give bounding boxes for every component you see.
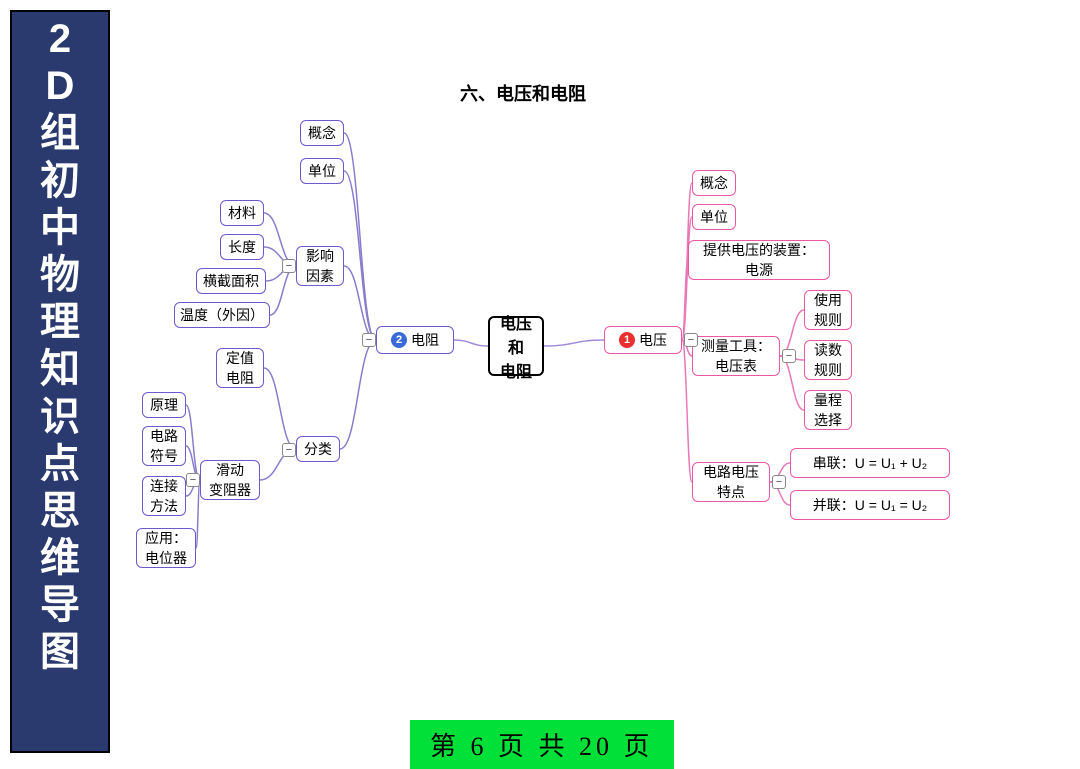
sidebar-char: 物 (40, 252, 80, 299)
sidebar-char: 初 (40, 158, 80, 205)
sidebar-char: D (46, 63, 75, 110)
node-f_material[interactable]: 材料 (220, 200, 264, 226)
node-label: 横截面积 (203, 271, 259, 291)
collapse-toggle[interactable]: − (772, 475, 786, 489)
node-v_source[interactable]: 提供电压的装置： 电源 (688, 240, 830, 280)
node-label: 单位 (308, 161, 336, 181)
node-v_circuit[interactable]: 电路电压 特点 (692, 462, 770, 502)
sidebar-char: 知 (40, 346, 80, 393)
node-r_class[interactable]: 分类 (296, 436, 340, 462)
collapse-toggle[interactable]: − (684, 333, 698, 347)
node-label: 应用： 电位器 (145, 528, 187, 568)
node-center[interactable]: 电压 和 电阻 (488, 316, 544, 376)
node-f_temp[interactable]: 温度（外因） (174, 302, 270, 328)
node-label: 电压 (639, 330, 667, 350)
node-c_fixed[interactable]: 定值 电阻 (216, 348, 264, 388)
node-label: 概念 (700, 173, 728, 193)
node-r_root[interactable]: 2电阻 (376, 326, 454, 354)
node-label: 串联：U = U₁ + U₂ (813, 453, 927, 473)
collapse-toggle[interactable]: − (782, 349, 796, 363)
collapse-toggle[interactable]: − (282, 443, 296, 457)
node-f_area[interactable]: 横截面积 (196, 268, 266, 294)
collapse-toggle[interactable]: − (186, 473, 200, 487)
badge-icon: 2 (391, 332, 407, 348)
node-label: 使用 规则 (814, 290, 842, 330)
sidebar-char: 思 (40, 488, 80, 535)
sidebar-char: 导 (40, 582, 80, 629)
node-f_length[interactable]: 长度 (220, 234, 264, 260)
sidebar: 2D组初中物理知识点思维导图 (10, 10, 110, 753)
node-m_use[interactable]: 使用 规则 (804, 290, 852, 330)
pager: 第 6 页 共 20 页 (410, 720, 674, 769)
node-label: 原理 (150, 395, 178, 415)
node-rh_principle[interactable]: 原理 (142, 392, 186, 418)
node-label: 影响 因素 (306, 246, 334, 286)
node-v_meter[interactable]: 测量工具： 电压表 (692, 336, 780, 376)
node-m_read[interactable]: 读数 规则 (804, 340, 852, 380)
node-label: 测量工具： 电压表 (701, 336, 771, 376)
node-label: 量程 选择 (814, 390, 842, 430)
sidebar-char: 组 (40, 110, 80, 157)
node-label: 概念 (308, 123, 336, 143)
node-rh_connect[interactable]: 连接 方法 (142, 476, 186, 516)
node-v_concept[interactable]: 概念 (692, 170, 736, 196)
node-v_root[interactable]: 1电压 (604, 326, 682, 354)
collapse-toggle[interactable]: − (282, 259, 296, 273)
node-c_rheostat[interactable]: 滑动 变阻器 (200, 460, 260, 500)
node-label: 电压 和 电阻 (500, 310, 532, 382)
node-label: 长度 (228, 237, 256, 257)
node-label: 电路 符号 (150, 426, 178, 466)
node-label: 电路电压 特点 (703, 462, 759, 502)
node-cir_parallel[interactable]: 并联：U = U₁ = U₂ (790, 490, 950, 520)
node-r_concept[interactable]: 概念 (300, 120, 344, 146)
mindmap-lines (0, 0, 1080, 763)
node-label: 定值 电阻 (226, 348, 254, 388)
node-label: 读数 规则 (814, 340, 842, 380)
node-m_range[interactable]: 量程 选择 (804, 390, 852, 430)
node-label: 滑动 变阻器 (209, 460, 251, 500)
sidebar-char: 2 (49, 16, 71, 63)
sidebar-char: 理 (40, 299, 80, 346)
sidebar-char: 中 (40, 205, 80, 252)
node-label: 提供电压的装置： 电源 (703, 240, 815, 280)
node-v_unit[interactable]: 单位 (692, 204, 736, 230)
node-label: 分类 (304, 439, 332, 459)
node-rh_app[interactable]: 应用： 电位器 (136, 528, 196, 568)
node-r_factors[interactable]: 影响 因素 (296, 246, 344, 286)
sidebar-char: 点 (40, 441, 80, 488)
collapse-toggle[interactable]: − (362, 333, 376, 347)
node-cir_series[interactable]: 串联：U = U₁ + U₂ (790, 448, 950, 478)
node-label: 材料 (228, 203, 256, 223)
node-label: 温度（外因） (180, 305, 264, 325)
node-label: 电阻 (411, 330, 439, 350)
sidebar-char: 维 (40, 535, 80, 582)
sidebar-char: 识 (40, 394, 80, 441)
node-r_unit[interactable]: 单位 (300, 158, 344, 184)
node-label: 并联：U = U₁ = U₂ (813, 495, 927, 515)
sidebar-char: 图 (40, 629, 80, 676)
node-rh_symbol[interactable]: 电路 符号 (142, 426, 186, 466)
badge-icon: 1 (619, 332, 635, 348)
node-label: 连接 方法 (150, 476, 178, 516)
node-label: 单位 (700, 207, 728, 227)
page-title: 六、电压和电阻 (460, 80, 586, 106)
